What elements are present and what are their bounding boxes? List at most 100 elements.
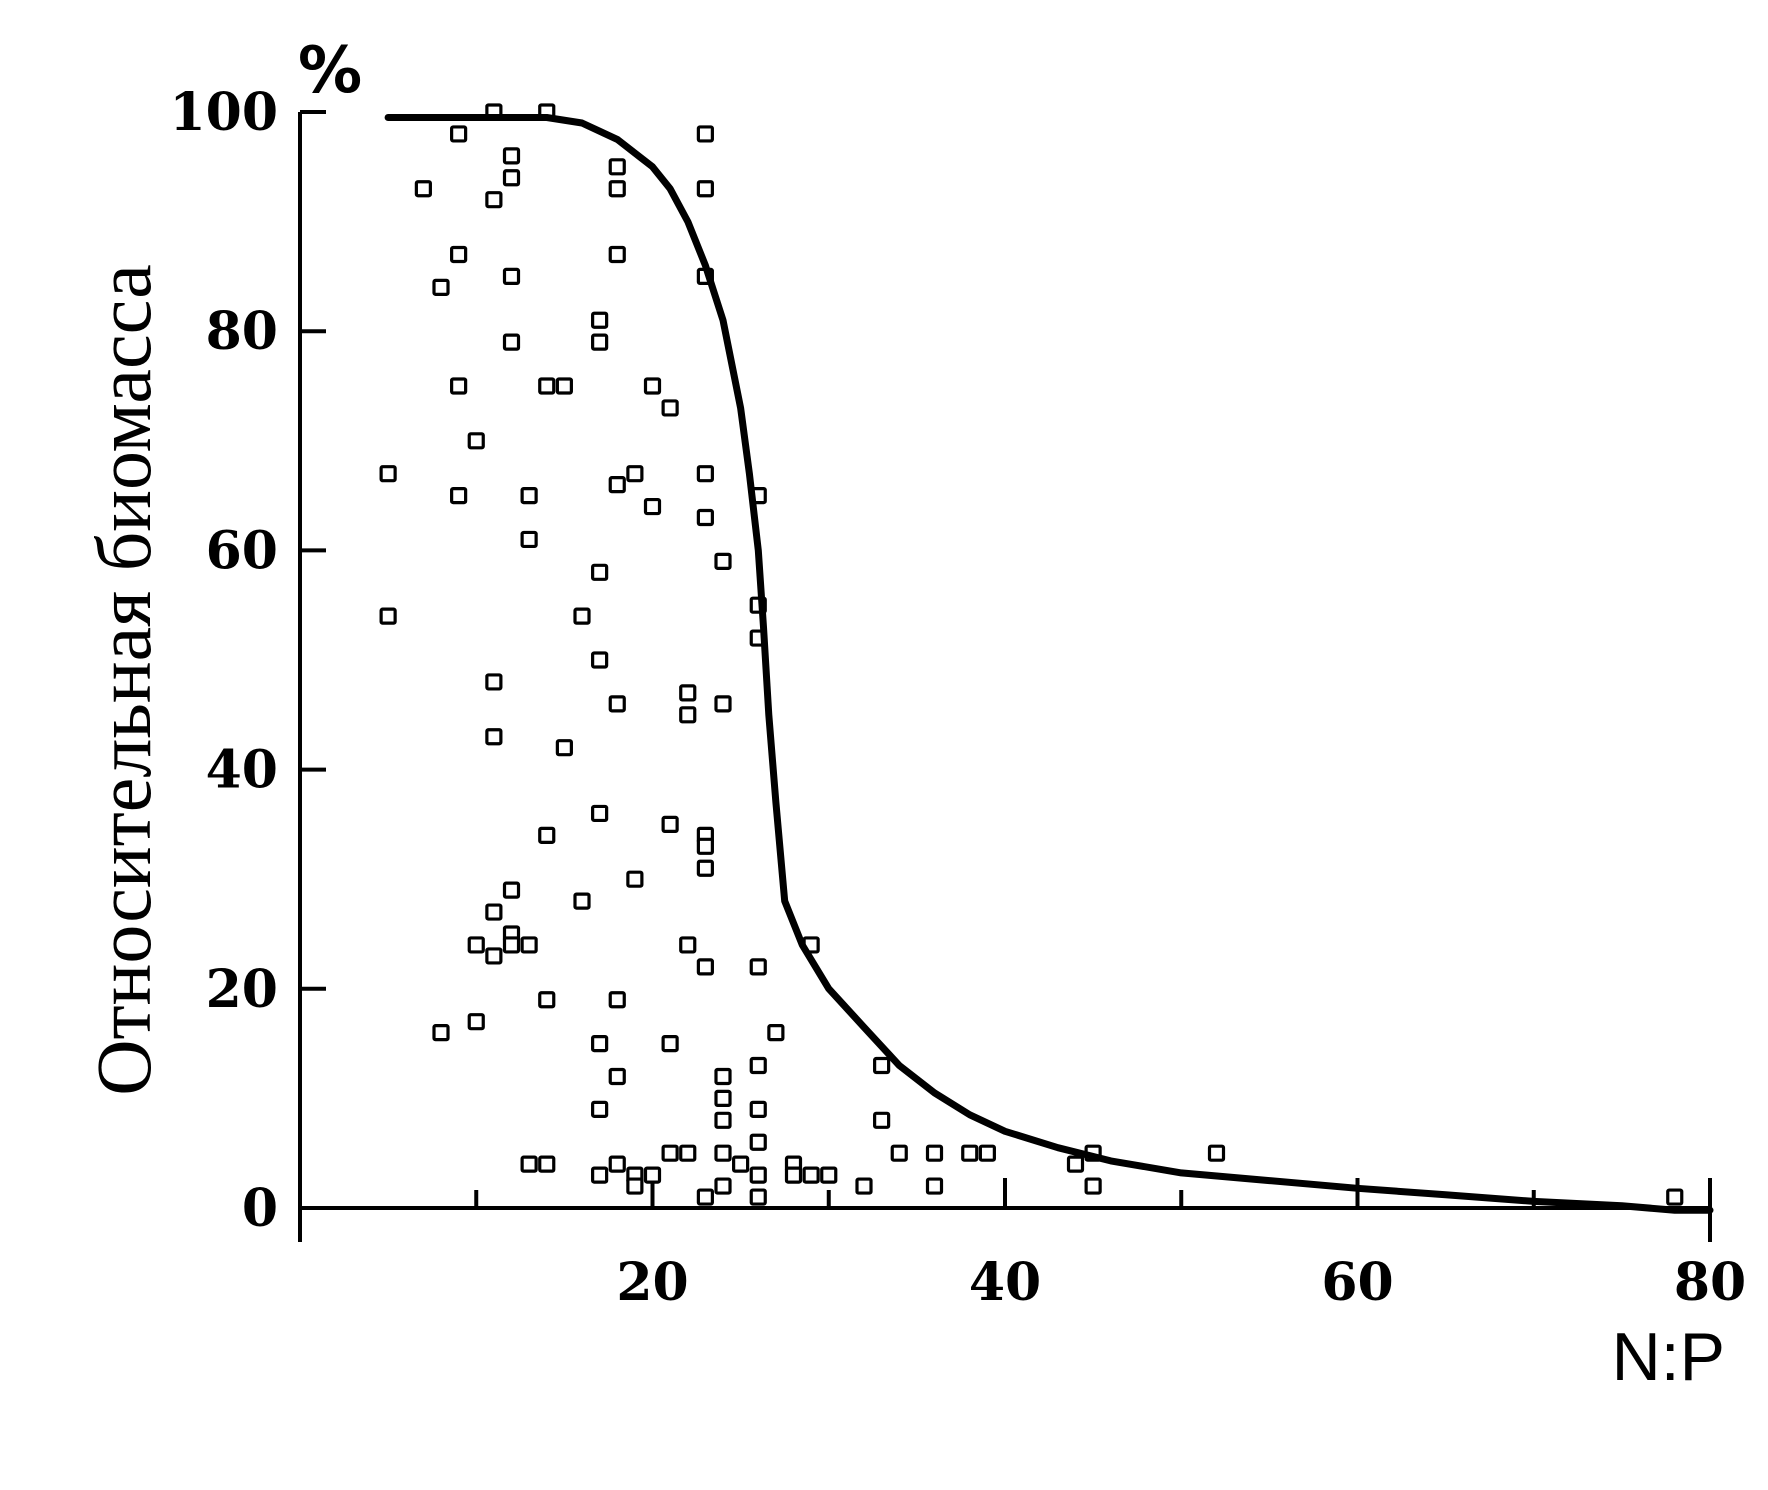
data-point	[696, 465, 714, 483]
data-point	[767, 1024, 785, 1042]
data-point	[432, 1024, 450, 1042]
data-point	[696, 837, 714, 855]
data-point	[608, 476, 626, 494]
x-tick-label: 20	[616, 1252, 688, 1313]
data-point	[502, 169, 521, 187]
data-point	[608, 245, 626, 264]
y-tick-label: 0	[242, 1178, 278, 1239]
data-point	[485, 191, 503, 209]
data-point	[873, 1056, 891, 1075]
data-point	[467, 432, 485, 450]
data-point	[820, 1166, 838, 1184]
x-tick-label: 40	[969, 1252, 1041, 1313]
data-point	[784, 1166, 803, 1184]
data-point	[608, 695, 626, 713]
data-point	[732, 1155, 750, 1173]
data-point	[591, 651, 609, 669]
x-axis-label: N:P	[1612, 1319, 1725, 1395]
data-point	[538, 377, 556, 395]
data-point	[467, 936, 485, 954]
data-point	[608, 158, 626, 176]
y-tick-label: 80	[206, 301, 278, 362]
data-point	[714, 1177, 732, 1195]
data-point	[679, 1144, 697, 1162]
data-point	[696, 125, 714, 143]
data-point	[978, 1144, 996, 1162]
data-point	[485, 947, 503, 965]
data-point	[502, 333, 521, 351]
y-axis-label: Относительная биомасса	[80, 264, 167, 1096]
data-point	[643, 377, 662, 395]
data-point	[714, 1144, 732, 1162]
data-point	[520, 487, 538, 505]
data-point	[1207, 1144, 1226, 1162]
data-point	[485, 728, 503, 746]
y-tick-label: 100	[169, 82, 278, 143]
data-point	[555, 377, 573, 395]
data-point	[749, 1188, 767, 1206]
data-point	[379, 465, 397, 483]
x-tick-label: 60	[1321, 1252, 1393, 1313]
ticks	[298, 110, 1712, 1242]
data-point	[749, 1133, 767, 1151]
data-point	[502, 147, 521, 165]
data-point	[661, 399, 679, 417]
data-point	[925, 1177, 944, 1195]
data-point	[1666, 1188, 1684, 1206]
data-point	[696, 958, 714, 976]
data-point	[661, 815, 679, 834]
data-point	[538, 991, 556, 1009]
data-point	[502, 267, 521, 285]
data-point	[520, 1155, 538, 1173]
data-point	[696, 859, 714, 877]
data-point	[608, 180, 626, 198]
data-point	[661, 1034, 679, 1053]
data-point	[873, 1111, 891, 1129]
y-tick-label: 40	[206, 740, 278, 801]
data-point	[749, 1166, 767, 1184]
data-point	[890, 1144, 908, 1162]
data-point	[591, 311, 609, 329]
data-point	[855, 1177, 873, 1195]
data-point	[749, 1056, 767, 1075]
data-point	[432, 278, 450, 296]
data-point	[414, 180, 432, 198]
data-point	[626, 465, 644, 483]
data-point	[591, 1166, 609, 1184]
data-marks	[379, 103, 1714, 1214]
data-point	[573, 607, 591, 625]
data-point	[379, 607, 397, 625]
data-point	[591, 1100, 609, 1118]
data-point	[714, 695, 732, 713]
data-point	[749, 1100, 767, 1118]
data-point	[485, 673, 503, 691]
data-point	[643, 497, 662, 516]
data-point	[608, 1155, 626, 1173]
y-tick-label: 20	[206, 959, 278, 1020]
data-point	[714, 552, 732, 570]
data-point	[485, 903, 503, 921]
data-point	[679, 936, 697, 954]
data-point	[1084, 1177, 1102, 1195]
data-point	[679, 684, 697, 702]
data-point	[538, 1155, 556, 1173]
x-tick-label: 80	[1674, 1252, 1746, 1313]
data-point	[749, 958, 767, 976]
data-point	[450, 245, 468, 264]
data-point	[626, 870, 644, 888]
data-point	[502, 936, 521, 954]
data-point	[502, 881, 521, 899]
y-tick-label: 60	[206, 520, 278, 581]
data-point	[450, 377, 468, 395]
tick-labels: 0 20 40 60 80 100 20 40 60 80	[169, 82, 1746, 1313]
data-point	[626, 1177, 644, 1195]
data-point	[661, 1144, 679, 1162]
data-point	[591, 804, 609, 823]
data-point	[679, 706, 697, 724]
data-point	[591, 1034, 609, 1053]
data-point	[961, 1144, 979, 1162]
data-point	[573, 892, 591, 910]
data-point	[608, 991, 626, 1009]
data-point	[520, 936, 538, 954]
